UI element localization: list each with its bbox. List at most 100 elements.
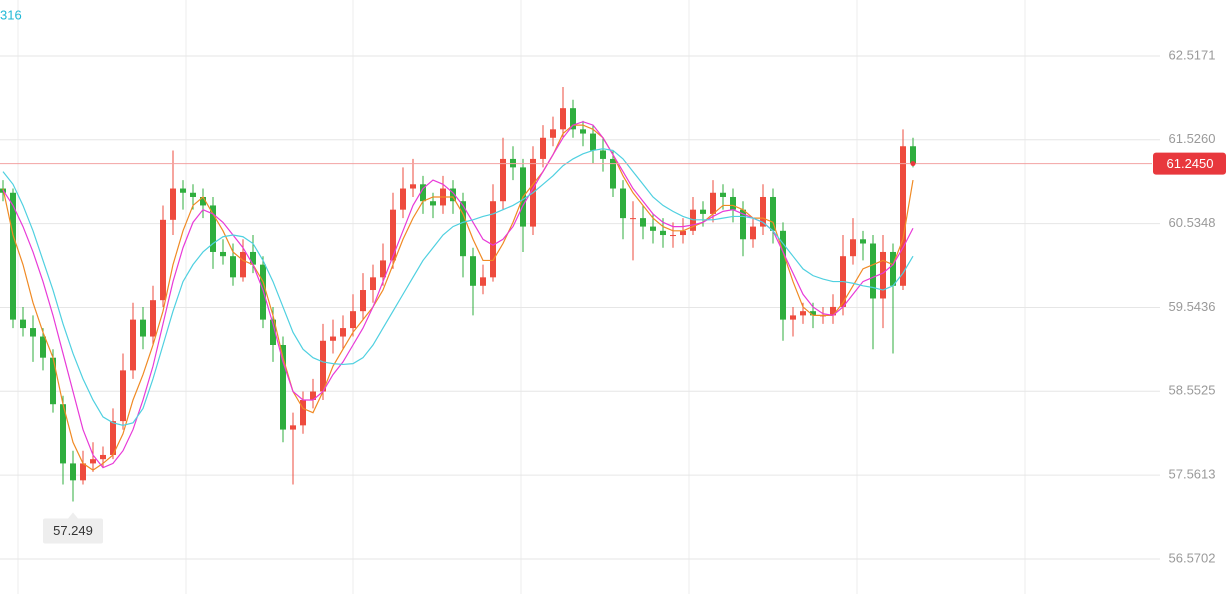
last-price-label: 61.2450: [1167, 156, 1214, 171]
candle-body: [790, 315, 796, 320]
candle-body: [470, 256, 476, 286]
last-price-dot: [910, 161, 916, 167]
last-price-box: [1153, 152, 1226, 175]
candle-body: [610, 158, 616, 189]
candle-body: [40, 336, 46, 358]
candle-body: [70, 463, 76, 481]
candle-body: [550, 129, 556, 138]
candle-body: [130, 319, 136, 371]
candle-body: [310, 391, 316, 400]
candle-body: [480, 277, 486, 286]
candle-body: [320, 340, 326, 392]
candle-body: [60, 404, 66, 464]
candle-body: [300, 399, 306, 426]
candle-body: [620, 188, 626, 219]
candle-body: [670, 235, 676, 237]
candle-body: [330, 336, 336, 341]
candle-body: [410, 184, 416, 189]
candle-body: [600, 150, 606, 159]
candle-body: [640, 218, 646, 227]
candle-body: [90, 459, 96, 464]
candle-body: [400, 188, 406, 210]
candle-body: [170, 188, 176, 220]
candle-body: [210, 205, 216, 252]
y-tick-label: 61.5260: [1169, 131, 1216, 146]
candle-body: [870, 243, 876, 299]
candle-body: [560, 108, 566, 130]
candle-body: [290, 425, 296, 430]
candle-body: [900, 146, 906, 286]
y-tick-label: 62.5171: [1169, 47, 1216, 62]
candle-body: [590, 133, 596, 151]
candle-body: [200, 196, 206, 206]
candle-body: [270, 319, 276, 345]
candle-body: [340, 328, 346, 337]
candle-body: [110, 421, 116, 455]
candle-body: [570, 108, 576, 130]
candle-body: [800, 311, 806, 316]
candle-body: [630, 218, 636, 220]
y-tick-label: 56.5702: [1169, 550, 1216, 565]
candle-body: [860, 239, 866, 244]
candle-body: [250, 251, 256, 265]
candle-body: [750, 226, 756, 240]
candle-body: [780, 230, 786, 320]
candle-body: [700, 209, 706, 214]
low-marker-box: [43, 518, 103, 544]
ma-label: 316: [0, 7, 22, 22]
candle-body: [540, 137, 546, 159]
y-tick-label: 57.5613: [1169, 467, 1216, 482]
candle-body: [770, 196, 776, 231]
candle-body: [140, 319, 146, 337]
candle-body: [30, 328, 36, 337]
candle-body: [240, 251, 246, 278]
candle-body: [230, 256, 236, 278]
candle-body: [490, 201, 496, 278]
candle-body: [760, 196, 766, 227]
candle-body: [910, 146, 916, 164]
candle-body: [710, 192, 716, 214]
candle-body: [10, 192, 16, 320]
candle-body: [120, 370, 126, 422]
ma-line: [2, 121, 914, 469]
ma-line: [2, 124, 914, 471]
candle-body: [890, 251, 896, 286]
candle-body: [100, 454, 106, 460]
candle-body: [580, 129, 586, 134]
candle-body: [850, 239, 856, 257]
low-marker-pointer: [68, 512, 78, 519]
candle-body: [650, 226, 656, 231]
candle-body: [830, 306, 836, 316]
candle-body: [160, 219, 166, 301]
low-marker-label: 57.249: [53, 523, 93, 538]
ma-line: [2, 148, 914, 426]
candle-body: [880, 251, 886, 299]
candle-body: [720, 192, 726, 197]
candle-body: [370, 277, 376, 291]
candle-body: [80, 463, 86, 481]
candle-body: [680, 230, 686, 236]
y-tick-label: 59.5436: [1169, 299, 1216, 314]
candle-body: [190, 192, 196, 197]
candle-body: [660, 230, 666, 236]
candle-body: [220, 251, 226, 257]
candle-body: [50, 357, 56, 405]
candle-body: [380, 260, 386, 278]
candle-body: [730, 196, 736, 210]
candle-body: [350, 311, 356, 329]
candle-body: [430, 201, 436, 206]
y-tick-label: 60.5348: [1169, 215, 1216, 230]
candle-body: [810, 311, 816, 316]
candle-body: [280, 344, 286, 430]
candle-body: [180, 188, 186, 193]
candle-body: [450, 188, 456, 202]
candle-body: [500, 158, 506, 202]
candle-body: [150, 300, 156, 337]
candle-body: [390, 209, 396, 261]
candle-body: [420, 184, 426, 202]
candle-body: [740, 209, 746, 240]
candle-body: [460, 201, 466, 257]
y-tick-label: 58.5525: [1169, 383, 1216, 398]
candle-body: [360, 290, 366, 312]
